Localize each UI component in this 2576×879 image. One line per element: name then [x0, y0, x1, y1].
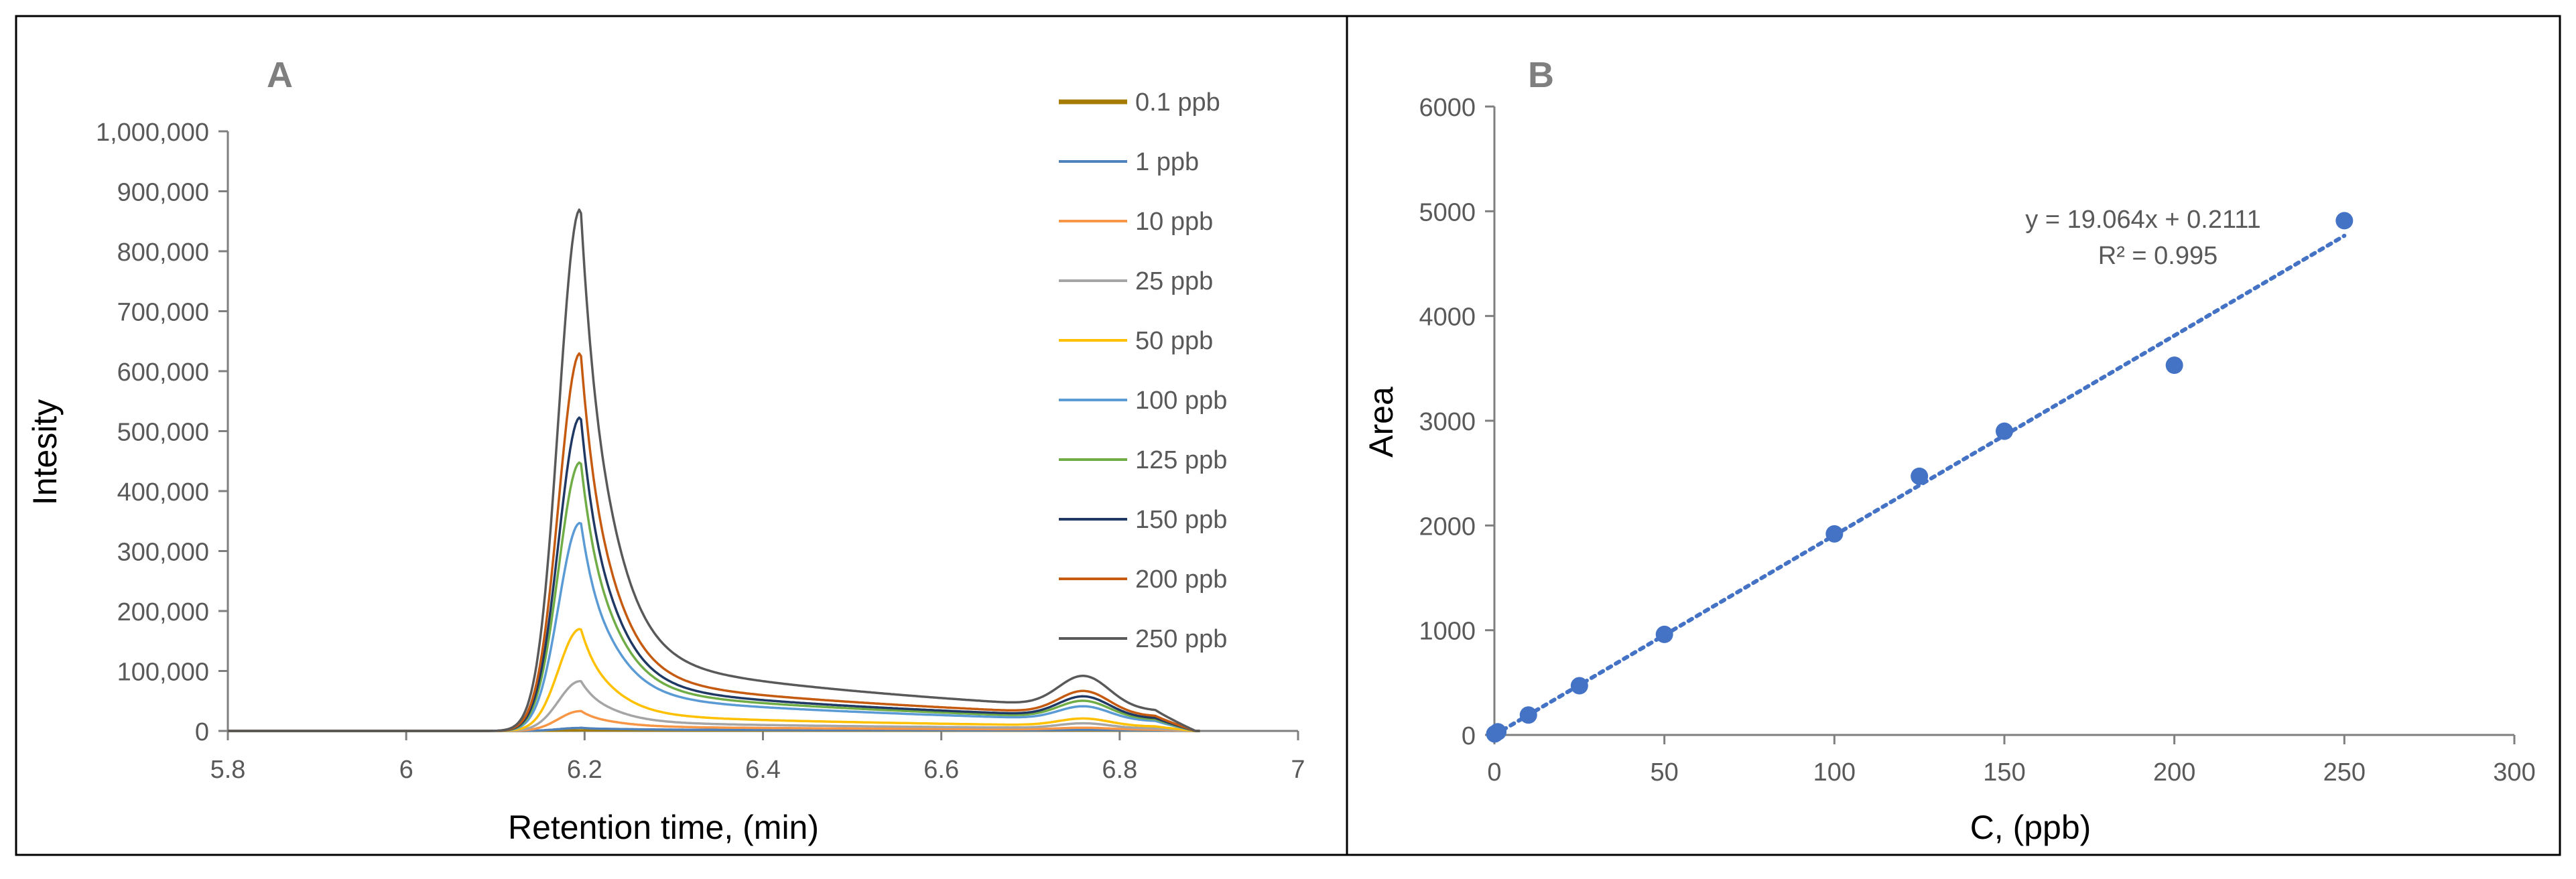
scatter-point	[1570, 677, 1588, 695]
chart-a-y-tick-label: 700,000	[117, 299, 209, 327]
scatter-point	[1519, 706, 1537, 724]
panel-b-label: B	[1528, 55, 1554, 95]
legend-label: 125 ppb	[1135, 446, 1227, 474]
chart-b-y-tick-label: 6000	[1419, 94, 1476, 122]
chart-a-x-tick-label: 6.6	[923, 756, 959, 784]
chart-a-y-tick-label: 100,000	[117, 659, 209, 687]
chart-b-x-tick-label: 100	[1813, 758, 1856, 787]
chart-a-y-tick-label: 500,000	[117, 419, 209, 447]
panel-b-frame	[1346, 15, 2561, 856]
chart-b-x-tick-label: 200	[2153, 758, 2195, 787]
chart-a: A 0100,000200,000300,000400,000500,00060…	[26, 55, 1305, 846]
chart-a-x-tick-label: 6	[399, 756, 413, 784]
scatter-point	[1911, 467, 1929, 485]
chart-b-ylabel: Area	[1362, 387, 1400, 458]
chart-b-x-tick-label: 150	[1983, 758, 2025, 787]
chart-b-x-tick-label: 250	[2323, 758, 2366, 787]
chart-b-y-tick-label: 2000	[1419, 513, 1476, 541]
legend-label: 200 ppb	[1135, 565, 1227, 594]
panel-a-label: A	[267, 55, 293, 95]
chart-a-x-tick-label: 5.8	[210, 756, 246, 784]
scatter-point	[1489, 723, 1507, 741]
chart-a-y-tick-label: 400,000	[117, 478, 209, 506]
chart-b-x-tick-label: 50	[1651, 758, 1679, 787]
chart-a-series	[228, 208, 1200, 732]
legend-label: 250 ppb	[1135, 625, 1227, 653]
chart-b: B 0 1000 2000 3000 4000 5000 6000 0 50 100 150 200 2…	[1362, 55, 2536, 846]
chart-a-legend: 0.1 ppb 1 ppb 10 ppb 25 ppb 50 ppb 100 ppb 125…	[1059, 88, 1227, 653]
chart-b-y-tick-label: 1000	[1419, 618, 1476, 646]
chart-b-x-tick-label: 300	[2493, 758, 2535, 787]
chart-a-y-tick-label: 900,000	[117, 179, 209, 207]
scatter-point	[2335, 212, 2354, 230]
chart-a-x-tick-label: 6.8	[1102, 756, 1137, 784]
legend-label: 1 ppb	[1135, 148, 1199, 176]
chart-a-xlabel: Retention time, (min)	[508, 809, 819, 846]
chart-a-y-tick-label: 600,000	[117, 358, 209, 387]
chart-b-xlabel: C, (ppb)	[1970, 809, 2091, 846]
chart-b-y-tick-label: 4000	[1419, 303, 1476, 332]
trendline-r-squared: R² = 0.995	[2098, 242, 2218, 270]
chart-b-points	[1486, 212, 2354, 743]
legend-label: 50 ppb	[1135, 327, 1213, 355]
scatter-point	[1655, 625, 1673, 643]
chart-a-ylabel: Intesity	[26, 399, 64, 505]
legend-label: 10 ppb	[1135, 208, 1213, 236]
scatter-point	[1825, 525, 1844, 543]
chart-a-y-tick-label: 800,000	[117, 239, 209, 267]
legend-label: 100 ppb	[1135, 387, 1227, 415]
legend-label: 25 ppb	[1135, 267, 1213, 295]
chart-b-y-tick-label: 5000	[1419, 198, 1476, 226]
scatter-point	[2165, 356, 2183, 375]
chart-a-y-tick-label: 0	[195, 718, 209, 746]
chart-b-y-tick-label: 0	[1462, 722, 1476, 750]
trendline-equation: y = 19.064x + 0.2111	[2025, 206, 2260, 234]
chart-a-axes: 0 100,000 200,000 300,000 400,000 500,000 600,…	[96, 119, 1305, 784]
chart-b-x-tick-label: 0	[1487, 758, 1501, 787]
chart-a-x-tick-label: 6.2	[567, 756, 602, 784]
legend-label: 0.1 ppb	[1135, 88, 1220, 117]
linear-trendline	[1492, 233, 2347, 737]
chart-b-trendline	[1492, 233, 2347, 737]
chart-b-y-tick-label: 3000	[1419, 408, 1476, 436]
chart-a-x-tick-label: 6.4	[745, 756, 781, 784]
legend-label: 150 ppb	[1135, 506, 1227, 534]
chart-a-y-tick-label: 1,000,000	[96, 119, 209, 147]
chart-a-y-tick-label: 200,000	[117, 598, 209, 626]
chart-a-x-tick-label: 7	[1291, 756, 1305, 784]
chart-b-axes: 0 1000 2000 3000 4000 5000 6000 0 50 100 150 200 250…	[1419, 94, 2535, 787]
chart-a-y-tick-label: 300,000	[117, 539, 209, 567]
series-line-250-ppb	[228, 208, 1200, 732]
scatter-point	[1996, 422, 2013, 440]
